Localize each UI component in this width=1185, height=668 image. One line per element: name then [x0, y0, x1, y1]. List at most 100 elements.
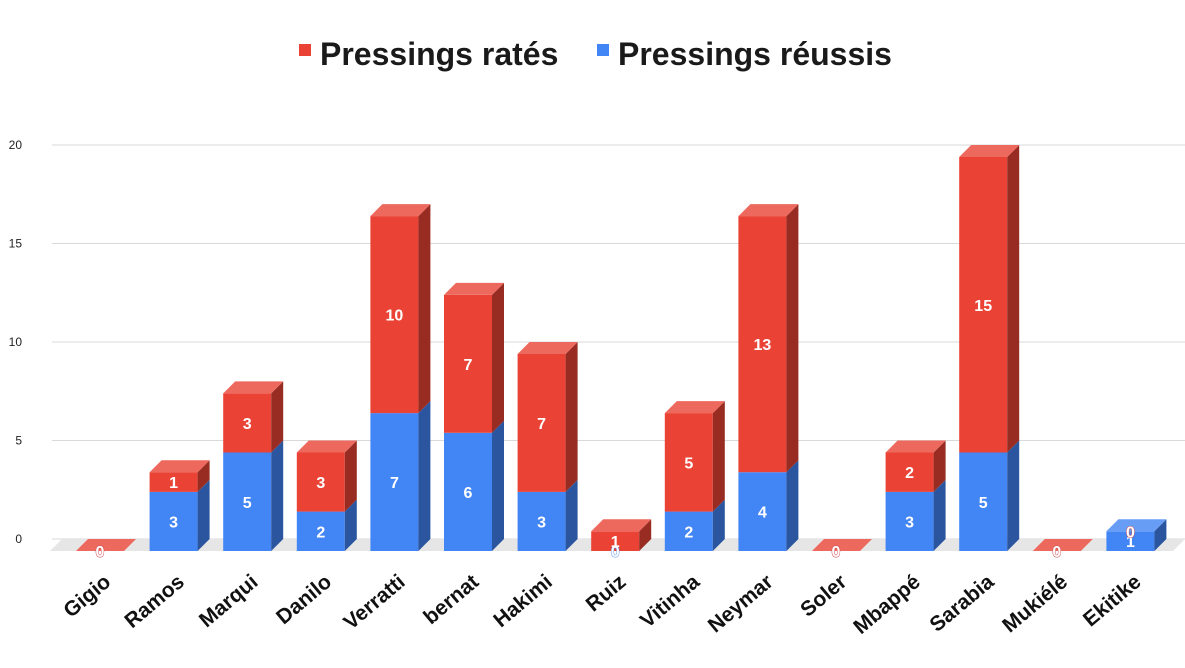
- x-axis-labels: Gigio Ramos Marqui Danilo Verratti bernat Haki…: [59, 570, 1145, 639]
- data-label: 1: [1126, 534, 1135, 551]
- x-tick-label: Mbappé: [849, 570, 925, 639]
- bar-front: [517, 491, 566, 551]
- bar-segment: [664, 401, 725, 512]
- data-label: 2: [684, 524, 693, 541]
- y-tick-label: 15: [9, 237, 23, 251]
- bar-segment: [959, 145, 1020, 453]
- data-label: 0: [611, 544, 620, 561]
- bar-side: [344, 440, 357, 512]
- data-label: 3: [169, 514, 178, 531]
- y-tick-label: 0: [15, 532, 22, 546]
- x-tick-label: Mukiélé: [998, 570, 1072, 637]
- bar-side: [344, 499, 357, 551]
- bar-side: [565, 342, 578, 492]
- bar-top: [1106, 519, 1167, 532]
- bar-front: [517, 354, 566, 492]
- data-label: 3: [316, 475, 325, 492]
- bar-top: [812, 539, 872, 551]
- bar-top: [223, 381, 284, 394]
- bar-front: [444, 294, 492, 433]
- bars: [76, 145, 1167, 551]
- data-label: 2: [905, 465, 914, 482]
- bar-top: [1032, 539, 1093, 551]
- x-tick-label: Ruiz: [582, 570, 631, 616]
- bar-segment: [517, 342, 578, 492]
- data-label: 3: [905, 514, 914, 531]
- data-label: 0: [1052, 544, 1061, 561]
- bar-front: [296, 511, 345, 551]
- bar-front: [370, 216, 419, 414]
- bar-front: [885, 491, 934, 551]
- bar-top: [296, 440, 357, 453]
- bar-front: [149, 491, 198, 551]
- bar-front: [370, 413, 419, 551]
- x-tick-label: Gigio: [59, 570, 115, 622]
- y-tick-label: 10: [9, 335, 23, 349]
- bar-front: [664, 511, 713, 551]
- bar-side: [271, 381, 284, 453]
- bar-segment: [444, 282, 504, 433]
- bar-side: [639, 519, 652, 551]
- data-label: 7: [390, 475, 399, 492]
- data-label: 3: [243, 416, 252, 433]
- data-label: 0: [832, 544, 841, 561]
- bar-front: [223, 452, 272, 551]
- bar-front: [959, 157, 1008, 453]
- bar-segment: [517, 479, 578, 551]
- bar-front: [223, 393, 272, 453]
- data-label: 2: [316, 524, 325, 541]
- bar-front: [149, 472, 198, 492]
- bar-top: [885, 440, 946, 453]
- bar-top: [959, 145, 1020, 157]
- bar-side: [786, 204, 799, 473]
- bar-front: [1106, 531, 1155, 551]
- bar-segment: [738, 460, 799, 551]
- bar-side: [786, 460, 799, 551]
- data-label: 0: [96, 544, 105, 561]
- legend: Pressings ratés Pressings réussis: [299, 36, 892, 72]
- y-axis-ticks: 0 5 10 15 20: [9, 138, 23, 546]
- data-label: 7: [537, 416, 546, 433]
- legend-swatch-successful: [597, 44, 609, 56]
- bar-top: [149, 460, 210, 473]
- x-tick-label: Verratti: [339, 570, 409, 634]
- data-label: 0: [96, 544, 105, 561]
- bar-side: [933, 440, 946, 492]
- data-label: 15: [974, 298, 992, 315]
- x-tick-label: bernat: [419, 570, 483, 629]
- x-tick-label: Hakimi: [489, 570, 557, 632]
- x-tick-label: Soler: [796, 570, 851, 621]
- bar-front: [738, 216, 787, 473]
- bar-side: [492, 282, 504, 433]
- bar-segment: [370, 401, 431, 551]
- bar-top: [517, 342, 578, 354]
- bar-front: [296, 452, 345, 512]
- bar-top: [738, 204, 799, 217]
- bar-segment: [885, 440, 946, 492]
- x-tick-label: Sarabia: [925, 570, 998, 637]
- bar-segment: [959, 440, 1020, 551]
- bar-front: [444, 432, 492, 551]
- x-tick-label: Danilo: [272, 570, 336, 629]
- data-label: 6: [464, 485, 473, 502]
- bar-side: [418, 204, 431, 414]
- bar-segment: [223, 381, 284, 453]
- bar-segment: [738, 204, 799, 473]
- data-label: 7: [464, 357, 473, 374]
- bar-side: [933, 479, 946, 551]
- y-tick-label: 20: [9, 138, 23, 152]
- bar-top: [444, 282, 504, 295]
- data-label: 5: [243, 495, 252, 512]
- bar-side: [712, 499, 725, 551]
- y-tick-label: 5: [15, 434, 22, 448]
- bar-front: [591, 531, 640, 551]
- legend-swatch-missed: [299, 44, 311, 56]
- bar-segment: [149, 460, 210, 492]
- legend-label-missed: Pressings ratés: [320, 36, 558, 72]
- bar-segment: [444, 420, 504, 551]
- bar-front: [959, 452, 1008, 551]
- bar-segment: [296, 440, 357, 512]
- bar-side: [565, 479, 578, 551]
- bar-side: [1007, 440, 1020, 551]
